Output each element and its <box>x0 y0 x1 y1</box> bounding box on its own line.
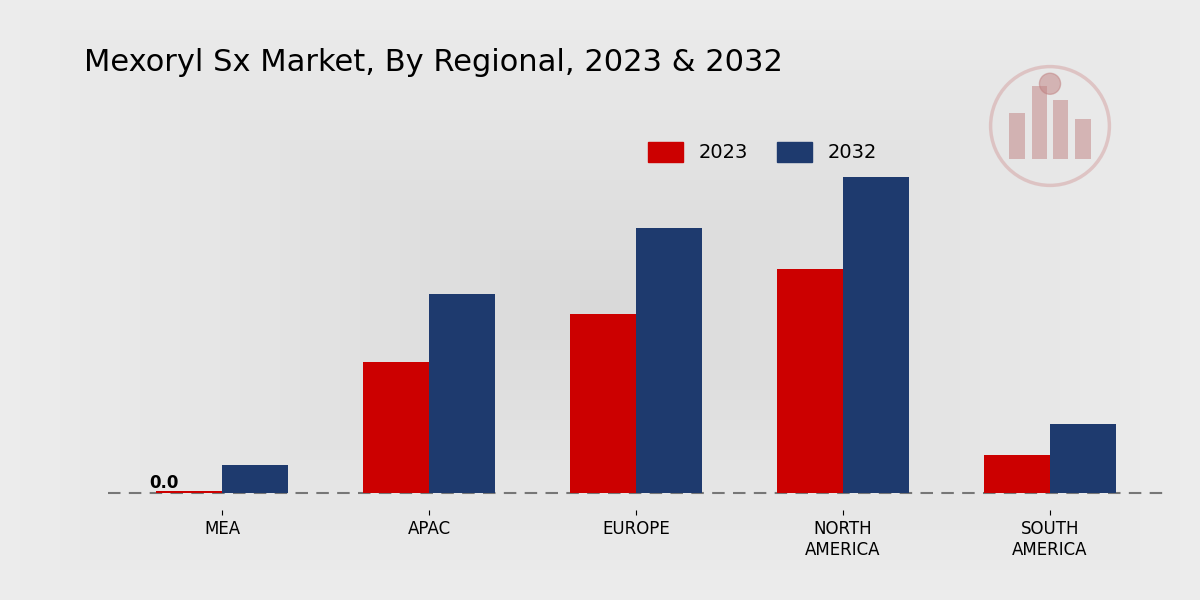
Bar <box>1009 113 1025 159</box>
Bar <box>570 314 636 493</box>
Bar <box>430 293 496 493</box>
Bar <box>360 180 840 420</box>
Bar <box>180 90 1020 510</box>
Bar <box>636 228 702 493</box>
Bar <box>1075 119 1091 159</box>
Bar <box>320 160 880 440</box>
Bar <box>156 491 222 493</box>
Bar <box>60 30 1140 570</box>
Bar <box>240 120 960 480</box>
Bar <box>200 100 1000 500</box>
Bar <box>480 240 720 360</box>
Bar <box>222 466 288 493</box>
Text: Mexoryl Sx Market, By Regional, 2023 & 2032: Mexoryl Sx Market, By Regional, 2023 & 2… <box>84 48 782 77</box>
Bar <box>560 280 640 320</box>
Bar <box>420 210 780 390</box>
Bar <box>260 130 940 470</box>
Bar <box>440 220 760 380</box>
Bar <box>300 150 900 450</box>
Text: 0.0: 0.0 <box>149 474 179 492</box>
Circle shape <box>1039 73 1061 94</box>
Bar <box>776 269 842 493</box>
Bar <box>400 200 800 400</box>
Bar <box>500 250 700 350</box>
Bar <box>280 140 920 460</box>
Bar <box>580 290 620 310</box>
Bar <box>984 455 1050 493</box>
Bar <box>140 70 1060 530</box>
Bar <box>100 50 1100 550</box>
Bar <box>1032 86 1048 159</box>
Bar <box>340 170 860 430</box>
Bar <box>120 60 1080 540</box>
Bar <box>842 176 910 493</box>
Bar <box>220 110 980 490</box>
Bar <box>520 260 680 340</box>
Bar <box>160 80 1040 520</box>
Bar <box>1052 100 1068 159</box>
Legend: 2023, 2032: 2023, 2032 <box>641 134 886 170</box>
Bar <box>380 190 820 410</box>
Bar <box>1050 424 1116 493</box>
Bar <box>460 230 740 370</box>
Bar <box>80 40 1120 560</box>
Bar <box>362 362 430 493</box>
Bar <box>540 270 660 330</box>
